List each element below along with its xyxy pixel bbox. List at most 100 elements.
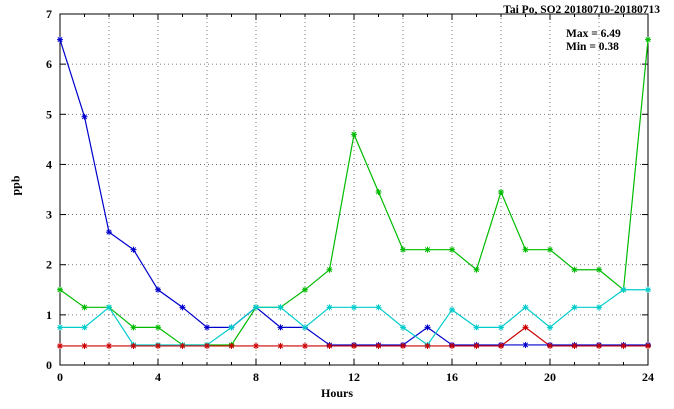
- series-blue-marker: [424, 324, 431, 331]
- series-red-marker: [81, 342, 88, 349]
- y-tick-label: 5: [46, 107, 52, 121]
- series-red-marker: [277, 342, 284, 349]
- y-tick-labels: 0 1 2 3 4 5 6 7: [46, 7, 52, 372]
- series-red-marker: [375, 342, 382, 349]
- series-red-marker: [302, 342, 308, 349]
- x-tick-label: 8: [253, 370, 259, 384]
- series-blue-marker: [277, 324, 284, 331]
- series-red-marker: [424, 342, 431, 349]
- max-min-annotation: Max = 6.49 Min = 0.38: [566, 28, 621, 54]
- series-green: [57, 36, 651, 348]
- series-green-marker: [547, 246, 553, 253]
- series-red-marker: [473, 342, 480, 349]
- series-cyan-marker: [620, 286, 627, 293]
- series-green-marker: [81, 304, 88, 311]
- series-cyan-marker: [473, 324, 480, 331]
- series-green-marker: [326, 266, 333, 273]
- series-red-marker: [351, 342, 357, 349]
- series-red: [57, 324, 651, 349]
- series-red-marker: [228, 342, 235, 349]
- series-blue-marker: [155, 286, 161, 293]
- x-tick-label: 4: [155, 370, 161, 384]
- series-green-marker: [596, 266, 602, 273]
- series-red-marker: [106, 342, 112, 349]
- series-blue-marker: [130, 246, 137, 253]
- series-green-marker: [498, 189, 504, 196]
- grid-lines: [60, 14, 648, 365]
- series-blue-marker: [522, 341, 529, 348]
- x-tick-labels: 0 4 8 12 16 20 24: [57, 370, 654, 384]
- series-green-marker: [351, 131, 357, 138]
- y-tick-label: 2: [46, 258, 52, 272]
- series-green-marker: [571, 266, 578, 273]
- series-red-marker: [596, 342, 602, 349]
- y-axis-label: ppb: [8, 175, 23, 196]
- y-tick-label: 4: [46, 157, 52, 171]
- series-red-marker: [547, 342, 553, 349]
- series-red-marker: [179, 342, 186, 349]
- series-green-marker: [375, 189, 382, 196]
- series-cyan-marker: [302, 324, 308, 331]
- series-blue-marker: [81, 113, 88, 120]
- series-red-marker: [253, 342, 259, 349]
- series-red-marker: [326, 342, 333, 349]
- series-green-marker: [645, 36, 651, 43]
- series-red-marker: [522, 324, 529, 331]
- series-cyan-marker: [228, 324, 235, 331]
- max-label: Max = 6.49: [566, 28, 621, 40]
- series-green-marker: [57, 286, 63, 293]
- x-tick-label: 24: [642, 370, 654, 384]
- series-blue-marker: [204, 324, 210, 331]
- series-cyan-marker: [351, 304, 357, 311]
- chart-title: Tai Po, SO2 20180710-20180713: [503, 4, 660, 16]
- series-red-marker: [498, 342, 504, 349]
- series-green-line: [59, 39, 649, 346]
- y-tick-label: 3: [46, 208, 52, 222]
- series-green-marker: [302, 286, 308, 293]
- tick-marks: [59, 13, 649, 366]
- series-red-marker: [155, 342, 161, 349]
- series-red-marker: [449, 342, 455, 349]
- series-cyan-marker: [326, 304, 333, 311]
- series-green-marker: [155, 324, 161, 331]
- series-cyan-marker: [253, 304, 259, 311]
- series-cyan-marker: [449, 306, 455, 313]
- x-axis-label: Hours: [320, 386, 353, 400]
- series-cyan-marker: [106, 304, 112, 311]
- y-tick-label: 1: [46, 308, 52, 322]
- y-tick-label: 7: [46, 7, 52, 21]
- series-cyan-marker: [498, 324, 504, 331]
- series-green-marker: [424, 246, 431, 253]
- y-tick-label: 6: [46, 57, 52, 71]
- series-green-marker: [130, 324, 137, 331]
- series-blue-marker: [179, 304, 186, 311]
- min-label: Min = 0.38: [566, 41, 619, 53]
- series-green-marker: [522, 246, 529, 253]
- x-tick-label: 12: [348, 370, 360, 384]
- series-red-marker: [571, 342, 578, 349]
- series-red-marker: [620, 342, 627, 349]
- x-tick-label: 0: [57, 370, 63, 384]
- series-blue-line: [59, 39, 648, 346]
- series-green-marker: [473, 266, 480, 273]
- series-cyan-marker: [277, 304, 284, 311]
- series-red-marker: [57, 342, 63, 349]
- series-blue-marker: [106, 229, 112, 236]
- series-blue: [57, 36, 651, 348]
- series-red-marker: [400, 342, 406, 349]
- series-cyan-marker: [547, 324, 553, 331]
- series-red-marker: [204, 342, 210, 349]
- series-green-marker: [400, 246, 406, 253]
- series-cyan-marker: [645, 286, 651, 293]
- series-red-marker: [645, 342, 651, 349]
- series-red-marker: [130, 342, 137, 349]
- series-cyan-marker: [81, 324, 88, 331]
- y-tick-label: 0: [46, 358, 52, 372]
- series-blue-marker: [57, 36, 63, 43]
- series-cyan-marker: [571, 304, 578, 311]
- series-green-marker: [449, 246, 455, 253]
- series-cyan-marker: [596, 304, 602, 311]
- x-tick-label: 16: [446, 370, 458, 384]
